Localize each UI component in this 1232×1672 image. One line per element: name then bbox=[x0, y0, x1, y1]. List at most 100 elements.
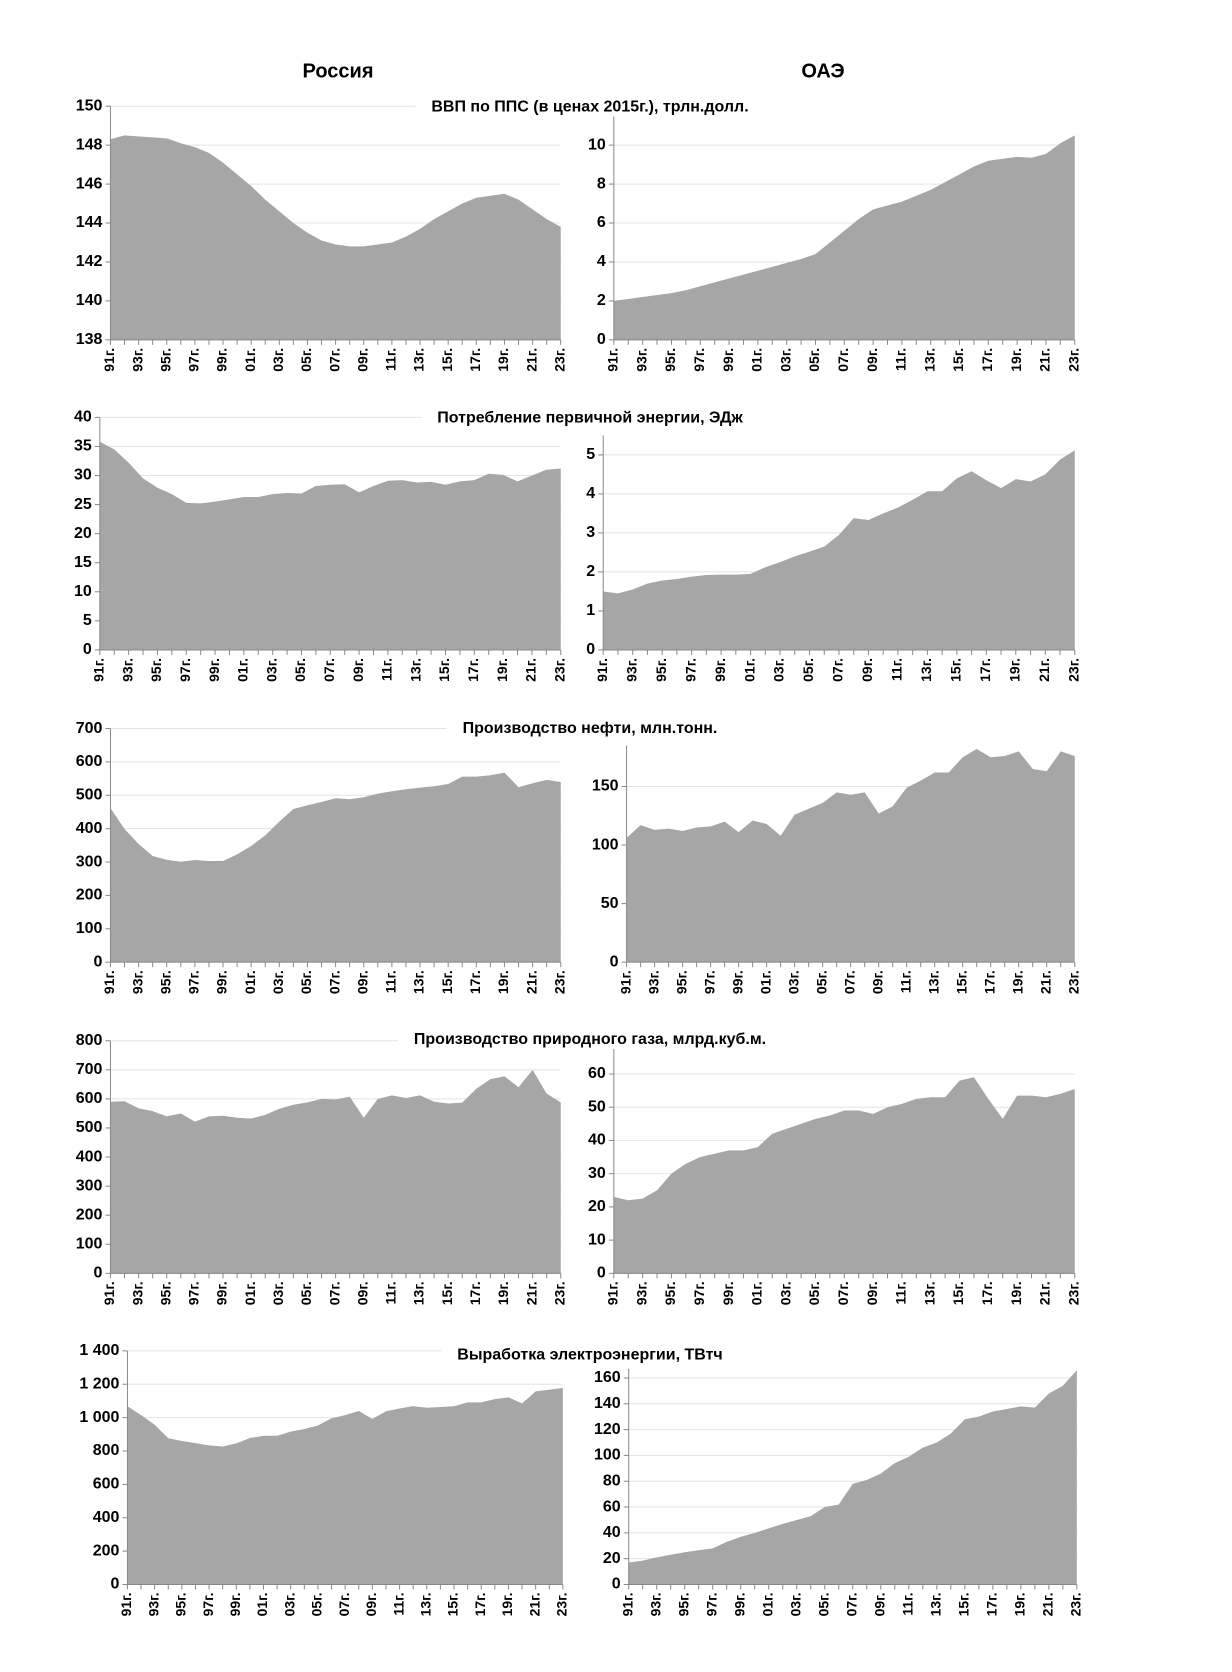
x-tick-label: 07г. bbox=[843, 1593, 859, 1617]
y-tick-label: 10 bbox=[588, 1231, 606, 1248]
x-tick-label: 93г. bbox=[633, 348, 649, 372]
x-tick-label: 17г. bbox=[467, 970, 483, 994]
x-tick-label: 99г. bbox=[214, 348, 230, 372]
x-tick-label: 97г. bbox=[186, 970, 202, 994]
y-tick-label: 6 bbox=[597, 214, 606, 231]
x-tick-label: 93г. bbox=[129, 348, 145, 372]
y-tick-label: 120 bbox=[594, 1421, 621, 1438]
x-tick-label: 95г. bbox=[148, 658, 164, 682]
x-tick-label: 19г. bbox=[1008, 1281, 1024, 1305]
y-tick-label: 100 bbox=[592, 836, 619, 853]
y-tick-label: 0 bbox=[111, 1576, 120, 1593]
area bbox=[110, 135, 561, 340]
y-tick-label: 400 bbox=[76, 1148, 103, 1165]
x-tick-label: 13г. bbox=[928, 1593, 944, 1617]
x-tick-label: 91г. bbox=[101, 970, 117, 994]
x-tick-label: 91г. bbox=[619, 1593, 635, 1617]
chart-panel: 138 140 142 144 146 148 150 91г. 93г. 95г. 97г. 99г… bbox=[76, 97, 568, 371]
y-tick-label: 138 bbox=[76, 331, 103, 348]
chart-panel: 0 5 10 15 20 25 30 35 40 91г. 93г. 95г. 97г. 99г. 01г.… bbox=[74, 409, 567, 682]
y-tick-label: 100 bbox=[76, 920, 103, 937]
chart-panel: 0 10 20 30 40 50 60 91г. 93г. 95г. 97г. 99г. 01г. 03г… bbox=[588, 1040, 1081, 1305]
x-tick-label: 03г. bbox=[263, 658, 279, 682]
y-tick-label: 500 bbox=[76, 787, 103, 804]
x-tick-label: 99г. bbox=[729, 970, 745, 994]
x-tick-label: 21г. bbox=[1037, 1281, 1053, 1305]
y-tick-label: 0 bbox=[597, 331, 606, 348]
x-tick-label: 09г. bbox=[354, 970, 370, 994]
x-tick-label: 93г. bbox=[145, 1593, 161, 1617]
y-tick-label: 0 bbox=[612, 1576, 621, 1593]
x-tick-label: 09г. bbox=[354, 348, 370, 372]
x-tick-label: 15г. bbox=[439, 970, 455, 994]
x-tick-label: 09г. bbox=[869, 970, 885, 994]
x-tick-label: 23г. bbox=[1065, 970, 1081, 994]
x-tick-label: 05г. bbox=[800, 658, 816, 682]
y-tick-label: 0 bbox=[597, 1265, 606, 1282]
x-tick-label: 11г. bbox=[893, 348, 909, 371]
y-tick-label: 146 bbox=[76, 175, 103, 192]
y-tick-label: 0 bbox=[83, 641, 92, 658]
x-tick-label: 01г. bbox=[757, 970, 773, 994]
x-tick-label: 99г. bbox=[720, 1281, 736, 1305]
y-tick-label: 144 bbox=[76, 214, 103, 231]
y-tick-label: 0 bbox=[94, 1265, 103, 1282]
x-tick-label: 01г. bbox=[749, 348, 765, 372]
x-tick-label: 11г. bbox=[383, 1281, 399, 1304]
x-tick-label: 01г. bbox=[254, 1593, 270, 1617]
x-tick-label: 91г. bbox=[605, 348, 621, 372]
x-tick-label: 07г. bbox=[326, 348, 342, 372]
x-tick-label: 23г. bbox=[551, 658, 567, 682]
x-tick-label: 17г. bbox=[979, 1281, 995, 1305]
chart-title: Производство природного газа, млрд.куб.м… bbox=[414, 1031, 766, 1048]
x-tick-label: 91г. bbox=[118, 1593, 134, 1617]
y-tick-label: 100 bbox=[76, 1235, 103, 1252]
x-tick-label: 11г. bbox=[390, 1593, 406, 1616]
x-tick-label: 01г. bbox=[242, 1281, 258, 1305]
y-tick-label: 2 bbox=[586, 563, 595, 580]
y-tick-label: 600 bbox=[76, 753, 103, 770]
y-tick-label: 5 bbox=[83, 612, 92, 629]
x-tick-label: 15г. bbox=[956, 1593, 972, 1617]
chart-panel: 0 100 200 300 400 500 600 700 91г. 93г. 95г. 97г. 99… bbox=[76, 720, 568, 994]
x-tick-label: 21г. bbox=[523, 658, 539, 682]
y-tick-label: 1 000 bbox=[79, 1409, 119, 1426]
x-tick-label: 07г. bbox=[835, 348, 851, 372]
x-tick-label: 09г. bbox=[363, 1593, 379, 1617]
chart-title: Выработка электроэнергии, ТВтч bbox=[457, 1346, 722, 1363]
x-tick-label: 07г. bbox=[326, 1281, 342, 1305]
x-tick-label: 97г. bbox=[682, 658, 698, 682]
x-tick-label: 95г. bbox=[662, 1281, 678, 1305]
area bbox=[613, 135, 1075, 340]
x-tick-label: 13г. bbox=[411, 348, 427, 372]
x-tick-label: 07г. bbox=[841, 970, 857, 994]
x-tick-label: 01г. bbox=[749, 1281, 765, 1305]
y-tick-label: 40 bbox=[74, 409, 92, 426]
column-header: ОАЭ bbox=[801, 60, 844, 82]
x-tick-label: 95г. bbox=[675, 1593, 691, 1617]
x-tick-label: 11г. bbox=[900, 1593, 916, 1616]
y-tick-label: 0 bbox=[586, 641, 595, 658]
y-tick-label: 142 bbox=[76, 253, 103, 270]
x-tick-label: 11г. bbox=[897, 970, 913, 993]
x-tick-label: 99г. bbox=[214, 970, 230, 994]
x-tick-label: 17г. bbox=[472, 1593, 488, 1617]
y-tick-label: 40 bbox=[603, 1524, 621, 1541]
x-tick-label: 01г. bbox=[235, 658, 251, 682]
chart-panel: 0 200 400 600 800 1 000 1 200 1 400 91г. 93г. 95г.… bbox=[79, 1342, 569, 1616]
y-tick-label: 200 bbox=[76, 887, 103, 904]
y-tick-label: 200 bbox=[93, 1542, 120, 1559]
y-tick-label: 140 bbox=[594, 1395, 621, 1412]
x-tick-label: 97г. bbox=[701, 970, 717, 994]
y-tick-label: 1 200 bbox=[79, 1375, 119, 1392]
x-tick-label: 97г. bbox=[186, 348, 202, 372]
x-tick-label: 03г. bbox=[270, 1281, 286, 1305]
y-tick-label: 500 bbox=[76, 1119, 103, 1136]
x-tick-label: 95г. bbox=[157, 970, 173, 994]
x-tick-label: 07г. bbox=[326, 970, 342, 994]
x-tick-label: 07г. bbox=[321, 658, 337, 682]
x-tick-label: 19г. bbox=[1012, 1593, 1028, 1617]
y-tick-label: 50 bbox=[601, 895, 619, 912]
title-background bbox=[446, 718, 734, 738]
x-tick-label: 95г. bbox=[653, 658, 669, 682]
